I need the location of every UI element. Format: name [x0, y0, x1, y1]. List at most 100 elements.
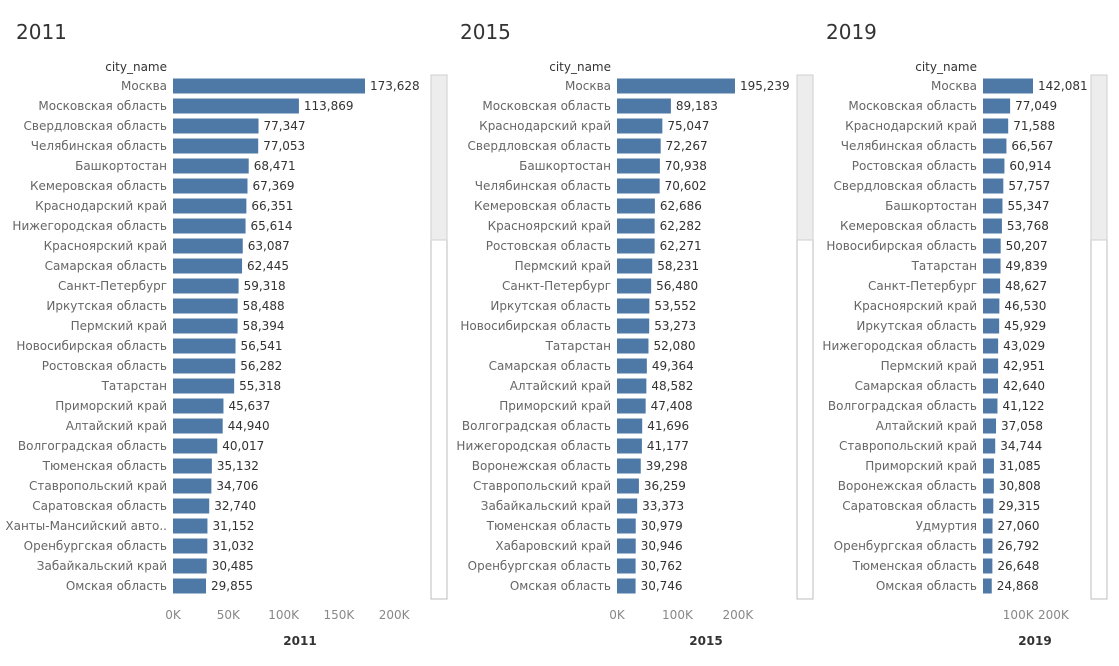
bar[interactable] [617, 458, 641, 474]
bar[interactable] [617, 478, 639, 494]
bar[interactable] [983, 478, 994, 494]
bar[interactable] [173, 318, 238, 334]
bar[interactable] [983, 238, 1001, 254]
bar[interactable] [983, 98, 1011, 114]
value-label: 44,940 [228, 419, 270, 433]
bar[interactable] [173, 378, 235, 394]
category-label: Воронежская область [472, 459, 611, 473]
bar[interactable] [173, 538, 208, 554]
bar[interactable] [617, 158, 660, 174]
scrollbar-thumb[interactable] [430, 74, 448, 241]
bar[interactable] [983, 558, 993, 574]
value-label: 43,029 [1003, 339, 1045, 353]
category-label: Тюменская область [42, 459, 167, 473]
bar[interactable] [617, 518, 636, 534]
bar[interactable] [983, 538, 993, 554]
bar[interactable] [983, 378, 999, 394]
value-label: 56,541 [241, 339, 283, 353]
bar[interactable] [983, 318, 1000, 334]
bar[interactable] [173, 438, 218, 454]
bar[interactable] [173, 358, 236, 374]
category-label: Башкортостан [885, 199, 977, 213]
bar[interactable] [173, 178, 248, 194]
bar[interactable] [983, 178, 1004, 194]
category-label: Свердловская область [24, 119, 168, 133]
bar[interactable] [983, 498, 994, 514]
bar[interactable] [617, 98, 671, 114]
bar[interactable] [617, 198, 655, 214]
bar[interactable] [617, 238, 655, 254]
bar[interactable] [983, 258, 1001, 274]
category-label: Свердловская область [834, 179, 978, 193]
category-label: Челябинская область [31, 139, 167, 153]
bar[interactable] [983, 298, 1000, 314]
x-tick-label: 200K [1038, 608, 1070, 622]
bar[interactable] [617, 298, 650, 314]
value-label: 77,053 [263, 139, 305, 153]
bar[interactable] [173, 398, 224, 414]
bar-chart-2015: city_name Москва 195,239 Московская область… [456, 60, 814, 648]
bar[interactable] [173, 158, 249, 174]
value-label: 77,347 [264, 119, 306, 133]
bar[interactable] [983, 198, 1003, 214]
bar[interactable] [617, 178, 660, 194]
category-label: Новосибирская область [460, 319, 611, 333]
bar[interactable] [173, 138, 259, 154]
bar[interactable] [173, 258, 243, 274]
bar[interactable] [983, 418, 997, 434]
bar[interactable] [617, 578, 636, 594]
bar[interactable] [173, 578, 207, 594]
bar[interactable] [173, 558, 207, 574]
bar[interactable] [983, 218, 1002, 234]
bar[interactable] [983, 158, 1005, 174]
bar[interactable] [173, 238, 243, 254]
bar[interactable] [617, 138, 661, 154]
bar[interactable] [617, 318, 650, 334]
category-label: Волгоградская область [462, 419, 611, 433]
bar[interactable] [173, 298, 238, 314]
bar[interactable] [617, 438, 642, 454]
bar[interactable] [617, 358, 647, 374]
bar[interactable] [173, 458, 212, 474]
bar[interactable] [983, 118, 1009, 134]
bar[interactable] [173, 478, 212, 494]
bar[interactable] [983, 518, 993, 534]
bar[interactable] [617, 118, 663, 134]
bar[interactable] [983, 578, 992, 594]
bar[interactable] [983, 398, 998, 414]
chart-title: 2019 [826, 20, 877, 44]
scrollbar-thumb[interactable] [796, 74, 814, 241]
bar[interactable] [173, 98, 299, 114]
bar[interactable] [173, 498, 210, 514]
bar[interactable] [617, 498, 638, 514]
bar[interactable] [617, 258, 653, 274]
bar[interactable] [617, 278, 652, 294]
bar[interactable] [173, 338, 236, 354]
bar[interactable] [983, 358, 999, 374]
bar[interactable] [173, 118, 259, 134]
bar[interactable] [983, 438, 996, 454]
bar[interactable] [617, 398, 646, 414]
bar[interactable] [173, 418, 223, 434]
scrollbar-thumb[interactable] [1090, 74, 1108, 241]
category-label: Ставропольский край [473, 479, 611, 493]
bar[interactable] [617, 558, 636, 574]
category-label: Челябинская область [475, 179, 611, 193]
bar[interactable] [617, 218, 655, 234]
bar[interactable] [983, 78, 1033, 94]
bar[interactable] [983, 278, 1001, 294]
bar[interactable] [617, 378, 647, 394]
bar[interactable] [173, 218, 246, 234]
bar[interactable] [617, 418, 643, 434]
bar[interactable] [173, 78, 365, 94]
bar[interactable] [173, 198, 247, 214]
bar[interactable] [983, 338, 999, 354]
bar[interactable] [173, 278, 239, 294]
bar[interactable] [617, 538, 636, 554]
bar[interactable] [617, 338, 649, 354]
bar[interactable] [617, 78, 735, 94]
category-label: Оренбургская область [24, 539, 167, 553]
bar[interactable] [173, 518, 208, 534]
bar[interactable] [983, 458, 994, 474]
bar[interactable] [983, 138, 1007, 154]
